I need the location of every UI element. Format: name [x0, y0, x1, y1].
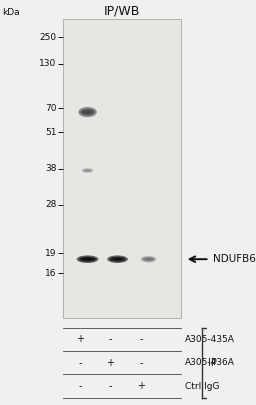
Text: IP/WB: IP/WB	[103, 4, 140, 17]
Text: A305-436A: A305-436A	[185, 358, 234, 367]
Ellipse shape	[80, 109, 95, 115]
Ellipse shape	[83, 111, 92, 114]
Text: 130: 130	[39, 59, 57, 68]
Text: 250: 250	[39, 33, 57, 42]
Text: kDa: kDa	[2, 9, 20, 17]
Text: 28: 28	[45, 200, 57, 209]
Ellipse shape	[110, 257, 126, 262]
Ellipse shape	[79, 257, 96, 262]
Ellipse shape	[112, 258, 123, 260]
Text: +: +	[137, 381, 145, 391]
Ellipse shape	[84, 170, 91, 171]
Ellipse shape	[77, 256, 98, 263]
Ellipse shape	[78, 107, 97, 117]
Text: -: -	[79, 358, 82, 368]
Text: A305-435A: A305-435A	[185, 335, 234, 344]
Text: Ctrl IgG: Ctrl IgG	[185, 382, 219, 391]
Text: +: +	[106, 358, 114, 368]
Ellipse shape	[107, 256, 128, 263]
Text: -: -	[139, 335, 143, 344]
Text: -: -	[109, 335, 112, 344]
Text: -: -	[109, 381, 112, 391]
Text: NDUFB6: NDUFB6	[213, 254, 255, 264]
Ellipse shape	[83, 169, 92, 172]
Ellipse shape	[81, 168, 94, 173]
Text: 70: 70	[45, 104, 57, 113]
Text: IP: IP	[208, 358, 217, 368]
Text: 51: 51	[45, 128, 57, 137]
Ellipse shape	[141, 256, 156, 262]
Text: -: -	[79, 381, 82, 391]
Text: -: -	[139, 358, 143, 368]
Text: 19: 19	[45, 249, 57, 258]
Ellipse shape	[82, 258, 93, 260]
Ellipse shape	[143, 257, 155, 261]
Text: +: +	[76, 335, 84, 344]
Text: 38: 38	[45, 164, 57, 173]
Text: 16: 16	[45, 269, 57, 278]
Ellipse shape	[145, 258, 152, 260]
Bar	[63, 19, 180, 318]
